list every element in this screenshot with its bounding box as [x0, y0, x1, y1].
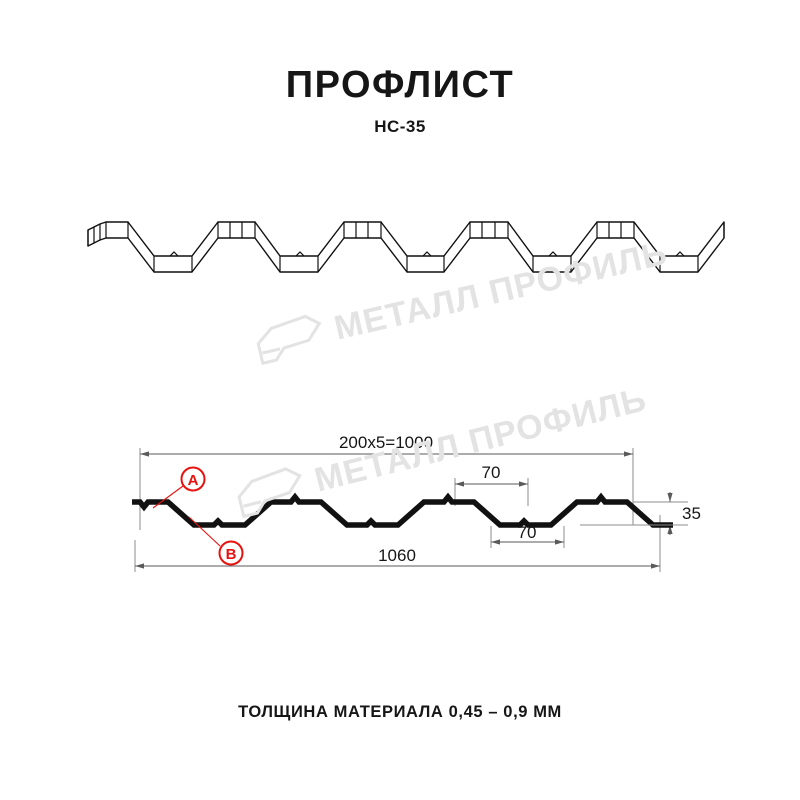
- dimension-label-width: 1060: [378, 546, 416, 565]
- model-subtitle: НС-35: [374, 117, 426, 136]
- dimension-label-pitch: 200x5=1000: [339, 433, 433, 452]
- profile-outline: [132, 492, 673, 528]
- callout-a-label: A: [188, 472, 199, 489]
- cross-section-drawing: 200x5=1000 1060 70 70 35 A B: [132, 433, 701, 572]
- page-title: ПРОФЛИСТ: [285, 64, 515, 106]
- profile-waveform-path: [132, 492, 673, 528]
- callout-a: A: [152, 466, 206, 509]
- isometric-drawing: [87, 221, 725, 273]
- iso-fold-lines: [87, 221, 725, 273]
- dimension-label-top-flat: 70: [482, 463, 501, 482]
- callout-b-circle: [218, 540, 244, 566]
- dimension-label-bottom-flat: 70: [518, 523, 537, 542]
- callout-a-circle: [180, 466, 206, 492]
- iso-stiffener-marks: [169, 251, 685, 257]
- iso-corrugation-body: [87, 221, 725, 273]
- iso-outline: [87, 221, 725, 273]
- callout-a-leader: [152, 485, 184, 509]
- callout-b-leader: [188, 516, 221, 547]
- callout-b: B: [188, 516, 244, 566]
- cross-section-view: 200x5=1000 1060 70 70 35 A B: [110, 430, 710, 590]
- isometric-view: [80, 200, 730, 340]
- dimension-label-height: 35: [682, 504, 701, 523]
- dimension-lines: [135, 451, 673, 569]
- callout-b-label: B: [226, 546, 237, 563]
- material-thickness-note: ТОЛЩИНА МАТЕРИАЛА 0,45 – 0,9 ММ: [238, 703, 562, 721]
